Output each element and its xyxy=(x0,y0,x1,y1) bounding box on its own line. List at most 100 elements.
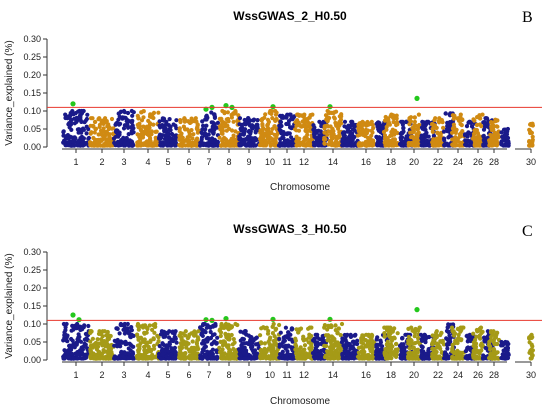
data-point-chr30 xyxy=(530,134,535,139)
x-tick-label: 26 xyxy=(473,370,483,380)
data-point-chr8 xyxy=(233,140,238,145)
data-point-chr14 xyxy=(335,331,340,336)
panel-letter: B xyxy=(522,9,533,26)
data-point-chr21 xyxy=(431,133,436,138)
data-point-chr30 xyxy=(528,333,534,338)
data-point-chr5 xyxy=(171,122,176,127)
data-point-chr7 xyxy=(198,143,203,148)
data-point-chr4 xyxy=(139,129,145,134)
data-point-chr29 xyxy=(499,130,504,135)
data-point-chr26 xyxy=(477,116,483,121)
x-tick-label: 22 xyxy=(433,370,443,380)
data-point-chr24 xyxy=(458,328,464,333)
data-point-chr4 xyxy=(147,323,152,328)
data-point-chr16 xyxy=(360,141,365,146)
data-point-chr15 xyxy=(342,133,347,138)
data-point-chr9 xyxy=(239,344,244,349)
data-point-chr21 xyxy=(420,134,425,139)
data-point-chr3 xyxy=(127,138,132,143)
data-point-chr28 xyxy=(487,138,492,143)
data-point-chr12 xyxy=(308,334,313,339)
data-point-chr15 xyxy=(344,340,349,345)
data-point-chr3 xyxy=(122,350,127,355)
data-point-chr2 xyxy=(105,329,110,335)
data-point-chr19 xyxy=(400,352,405,357)
x-tick-label: 7 xyxy=(206,370,211,380)
data-point-chr7 xyxy=(215,335,220,340)
y-tick-label: 0.15 xyxy=(23,301,41,311)
data-point-chr17 xyxy=(374,337,379,342)
data-point-chr6 xyxy=(190,141,196,146)
data-point-chr22 xyxy=(441,125,446,130)
data-point-chr3 xyxy=(121,354,126,359)
data-point-chr28 xyxy=(491,123,496,128)
data-point-chr11 xyxy=(287,139,292,144)
panel-letter: C xyxy=(522,223,533,240)
data-point-chr7 xyxy=(207,128,213,133)
data-point-chr3 xyxy=(126,346,131,351)
x-tick-label: 3 xyxy=(121,157,126,167)
data-point-chr23 xyxy=(445,120,450,125)
data-point-chr26 xyxy=(479,124,484,129)
data-point-chr8 xyxy=(224,139,229,144)
data-point-chr8 xyxy=(227,143,232,148)
data-point-chr4 xyxy=(152,324,158,329)
data-point-chr11 xyxy=(290,143,295,148)
x-tick-label: 24 xyxy=(453,370,463,380)
data-point-chr1 xyxy=(84,355,89,360)
x-tick-label: 14 xyxy=(328,157,338,167)
x-tick-label: 30 xyxy=(526,157,536,167)
data-point-chr10 xyxy=(268,356,273,361)
data-point-chr7 xyxy=(212,121,217,126)
data-point-chr28 xyxy=(487,343,492,348)
data-point-chr7 xyxy=(212,112,217,117)
data-point-chr1 xyxy=(81,127,86,132)
data-point-chr16 xyxy=(366,352,371,358)
data-point-chr1 xyxy=(74,356,79,361)
y-tick-label: 0.00 xyxy=(23,355,41,365)
data-point-chr3 xyxy=(116,134,121,139)
data-point-chr10 xyxy=(269,109,274,114)
significant-point xyxy=(223,103,229,109)
data-point-chr6 xyxy=(189,119,194,125)
data-point-chr3 xyxy=(126,132,131,137)
data-point-chr14 xyxy=(336,346,341,351)
data-point-chr4 xyxy=(143,142,149,147)
data-point-chr11 xyxy=(289,126,294,131)
data-point-chr26 xyxy=(471,134,476,139)
data-point-chr9 xyxy=(242,356,247,361)
data-point-chr3 xyxy=(122,115,127,120)
data-point-chr3 xyxy=(122,322,127,327)
data-point-chr8 xyxy=(231,133,236,138)
data-point-chr16 xyxy=(367,356,372,361)
data-point-chr5 xyxy=(171,338,176,344)
data-point-chr1 xyxy=(74,340,80,345)
data-point-chr11 xyxy=(278,119,283,124)
data-point-chr18 xyxy=(387,325,392,331)
data-point-chr12 xyxy=(303,123,308,128)
data-point-chr3 xyxy=(117,354,122,359)
data-point-chr14 xyxy=(331,356,336,361)
data-point-chr4 xyxy=(143,340,148,345)
data-point-chr3 xyxy=(131,110,136,115)
data-point-chr2 xyxy=(106,356,111,361)
data-point-chr11 xyxy=(285,349,290,354)
data-point-chr13 xyxy=(311,123,316,128)
data-point-chr11 xyxy=(277,336,282,342)
data-point-chr10 xyxy=(271,338,276,344)
data-point-chr11 xyxy=(283,354,289,359)
data-point-chr13 xyxy=(318,129,323,134)
x-tick-label: 1 xyxy=(73,157,78,167)
data-point-chr24 xyxy=(452,136,457,141)
data-point-chr18 xyxy=(390,329,395,334)
data-point-chr25 xyxy=(464,124,470,129)
data-point-chr12 xyxy=(303,143,308,148)
data-point-chr26 xyxy=(477,326,483,331)
data-point-chr8 xyxy=(218,330,224,335)
data-point-chr26 xyxy=(473,344,479,349)
data-point-chr10 xyxy=(259,118,264,123)
data-point-chr1 xyxy=(74,115,79,120)
data-point-chr11 xyxy=(284,334,289,339)
data-point-chr15 xyxy=(345,129,350,134)
